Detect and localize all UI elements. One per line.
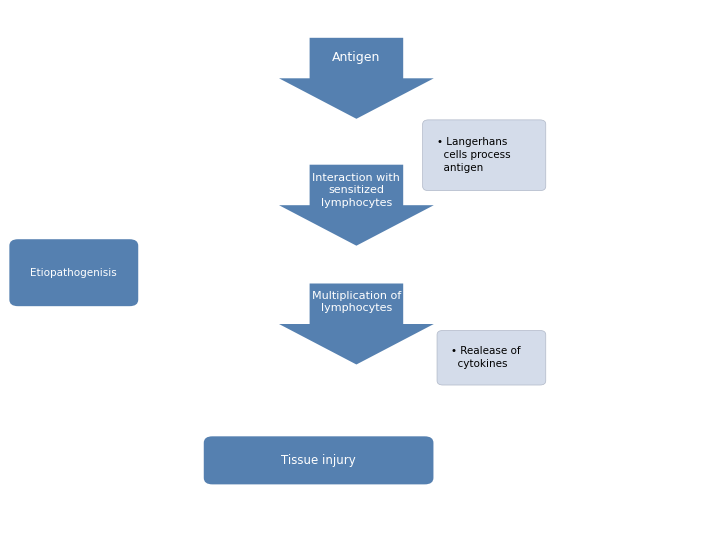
FancyBboxPatch shape — [437, 330, 546, 385]
Text: Etiopathogenisis: Etiopathogenisis — [30, 268, 117, 278]
FancyBboxPatch shape — [204, 436, 433, 484]
FancyBboxPatch shape — [423, 120, 546, 191]
FancyBboxPatch shape — [9, 239, 138, 306]
Polygon shape — [279, 38, 433, 119]
Text: • Langerhans
  cells process
  antigen: • Langerhans cells process antigen — [437, 137, 510, 173]
Text: • Realease of
  cytokines: • Realease of cytokines — [451, 346, 521, 369]
Text: Multiplication of
lymphocytes: Multiplication of lymphocytes — [312, 291, 401, 313]
Text: Interaction with
sensitized
lymphocytes: Interaction with sensitized lymphocytes — [312, 173, 400, 207]
Polygon shape — [279, 165, 433, 246]
Polygon shape — [279, 284, 433, 364]
Text: Antigen: Antigen — [332, 51, 381, 64]
Text: Tissue injury: Tissue injury — [282, 454, 356, 467]
